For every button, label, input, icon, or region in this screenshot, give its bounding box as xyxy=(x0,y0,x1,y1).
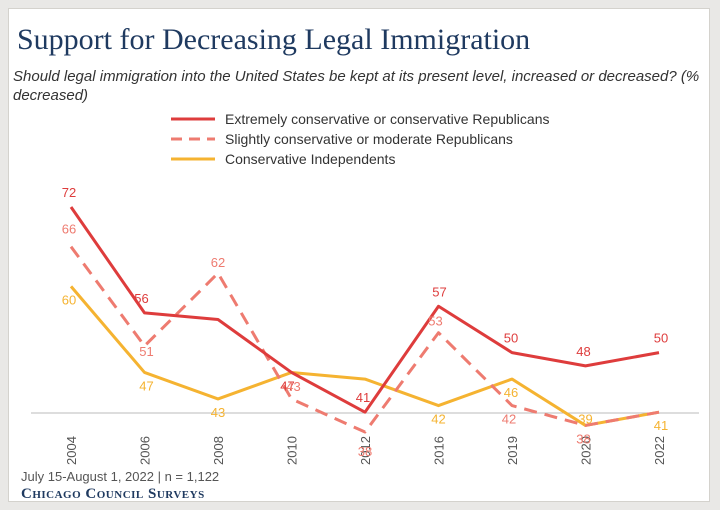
series-line-2 xyxy=(69,285,660,427)
x-tick-label-2020: 2020 xyxy=(579,436,594,465)
data-label-s0-2012: 41 xyxy=(356,390,370,405)
data-label-s1-2004: 66 xyxy=(62,222,76,237)
legend-label: Conservative Independents xyxy=(225,151,396,167)
x-tick-label-2010: 2010 xyxy=(285,436,300,465)
legend-swatch-solid-gold xyxy=(171,157,215,161)
legend-item-extreme-conservative-republicans: Extremely conservative or conservative R… xyxy=(171,109,549,129)
chart-card: Support for Decreasing Legal Immigration… xyxy=(8,8,710,502)
chart-legend: Extremely conservative or conservative R… xyxy=(171,109,549,169)
data-label-s1-2006: 51 xyxy=(139,344,153,359)
data-label-s1-2008: 62 xyxy=(211,255,225,270)
data-label-s1-2010: 43 xyxy=(286,379,300,394)
data-label-s2-2016: 42 xyxy=(431,412,445,427)
legend-item-moderate-republicans: Slightly conservative or moderate Republ… xyxy=(171,129,549,149)
series-line-1 xyxy=(69,245,660,434)
data-label-s0-2020: 48 xyxy=(576,344,590,359)
data-label-s0-2019: 50 xyxy=(504,331,518,346)
data-label-s0-2010: 47 xyxy=(280,378,294,393)
data-label-s2-2022: 41 xyxy=(654,418,668,433)
chart-subtitle: Should legal immigration into the United… xyxy=(13,68,700,104)
data-label-s2-2006: 47 xyxy=(139,378,153,393)
legend-swatch-dashed-salmon xyxy=(171,137,215,141)
x-tick-label-2006: 2006 xyxy=(138,436,153,465)
x-tick-label-2004: 2004 xyxy=(64,436,79,465)
data-label-s2-2020: 39 xyxy=(578,411,592,426)
x-tick-label-2016: 2016 xyxy=(432,436,447,465)
survey-note: July 15-August 1, 2022 | n = 1,122 xyxy=(21,469,220,484)
data-label-s0-2004: 72 xyxy=(62,185,76,200)
data-label-s1-2019: 42 xyxy=(502,412,516,427)
legend-label: Slightly conservative or moderate Republ… xyxy=(225,131,513,147)
data-label-s1-2020: 38 xyxy=(576,431,590,446)
legend-label: Extremely conservative or conservative R… xyxy=(225,111,550,127)
x-tick-label-2022: 2022 xyxy=(652,436,667,465)
chart-title: Support for Decreasing Legal Immigration xyxy=(17,23,531,56)
data-label-s2-2004: 60 xyxy=(62,292,76,307)
legend-swatch-solid-red xyxy=(171,117,215,121)
data-label-s1-2016: 53 xyxy=(428,314,442,329)
data-label-s2-2008: 43 xyxy=(211,405,225,420)
x-tick-label-2019: 2019 xyxy=(505,436,520,465)
line-chart: 2004 2006 2008 2010 2012 2016 2019 2020 2022 72 56… xyxy=(31,185,699,465)
x-tick-label-2012: 2012 xyxy=(358,436,373,465)
data-label-s0-2022: 50 xyxy=(654,331,668,346)
legend-item-conservative-independents: Conservative Independents xyxy=(171,149,549,169)
data-label-s0-2006: 56 xyxy=(134,291,148,306)
data-label-s1-2012: 38 xyxy=(358,444,372,459)
data-label-s0-2016: 57 xyxy=(432,284,446,299)
x-tick-label-2008: 2008 xyxy=(211,436,226,465)
series-line-0 xyxy=(69,206,660,414)
data-label-s2-2019: 46 xyxy=(504,385,518,400)
brand-name: Chicago Council Surveys xyxy=(21,486,205,502)
